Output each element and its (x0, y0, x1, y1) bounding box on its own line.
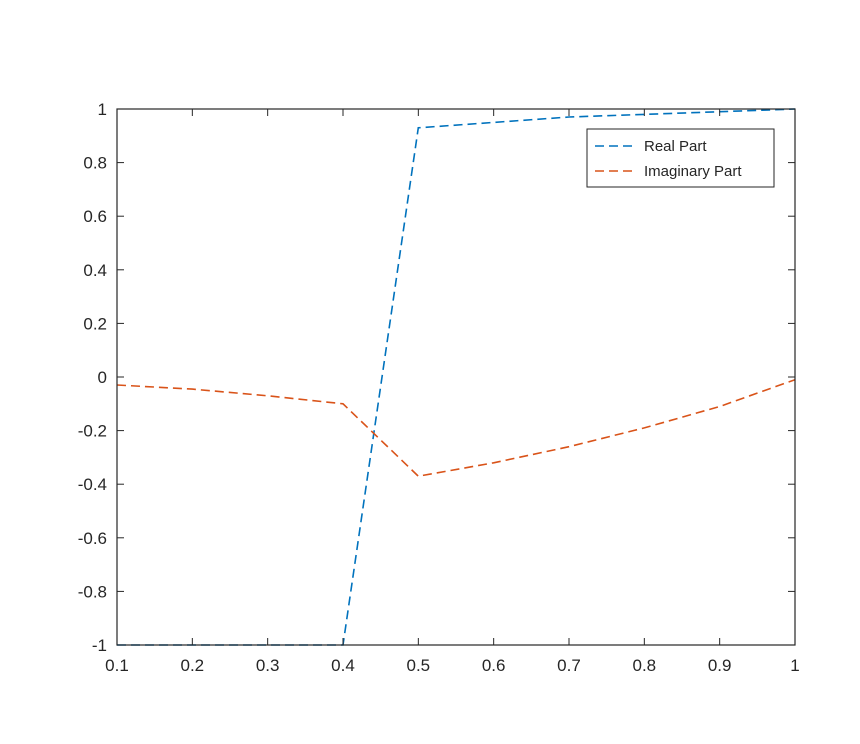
y-tick-label: 0.8 (83, 154, 107, 173)
y-tick-label: -1 (92, 636, 107, 655)
x-tick-label: 0.7 (557, 656, 581, 675)
axis-ticks (116, 108, 796, 646)
y-tick-label: -0.8 (78, 582, 107, 601)
y-tick-label: -0.2 (78, 422, 107, 441)
y-tick-label: 0.6 (83, 207, 107, 226)
legend-label: Real Part (644, 138, 707, 155)
legend: Real Part Imaginary Part (586, 128, 775, 188)
x-axis-tick-labels: 0.1 0.2 0.3 0.4 0.5 0.6 0.7 0.8 0.9 1 (105, 656, 800, 675)
x-tick-label: 1 (790, 656, 799, 675)
x-tick-label: 0.8 (633, 656, 657, 675)
y-tick-label: 0.4 (83, 261, 107, 280)
series-line-imaginary-part (116, 378, 796, 478)
x-tick-label: 0.3 (256, 656, 280, 675)
series-layer (116, 108, 796, 646)
y-tick-label: -0.4 (78, 475, 107, 494)
legend-label: Imaginary Part (644, 163, 742, 180)
x-tick-label: 0.6 (482, 656, 506, 675)
legend-box (586, 128, 775, 188)
x-tick-label: 0.9 (708, 656, 732, 675)
x-tick-label: 0.1 (105, 656, 129, 675)
plot-area-frame (116, 108, 796, 646)
series-line-real-part (117, 108, 796, 646)
y-tick-label: 1 (98, 100, 107, 119)
x-tick-label: 0.4 (331, 656, 355, 675)
y-tick-label: 0.2 (83, 314, 107, 333)
y-axis-tick-labels: -1 -0.8 -0.6 -0.4 -0.2 0 0.2 0.4 0.6 0.8 1 (78, 100, 107, 655)
x-tick-label: 0.2 (181, 656, 205, 675)
y-tick-label: -0.6 (78, 529, 107, 548)
x-tick-label: 0.5 (407, 656, 431, 675)
y-tick-label: 0 (98, 368, 107, 387)
